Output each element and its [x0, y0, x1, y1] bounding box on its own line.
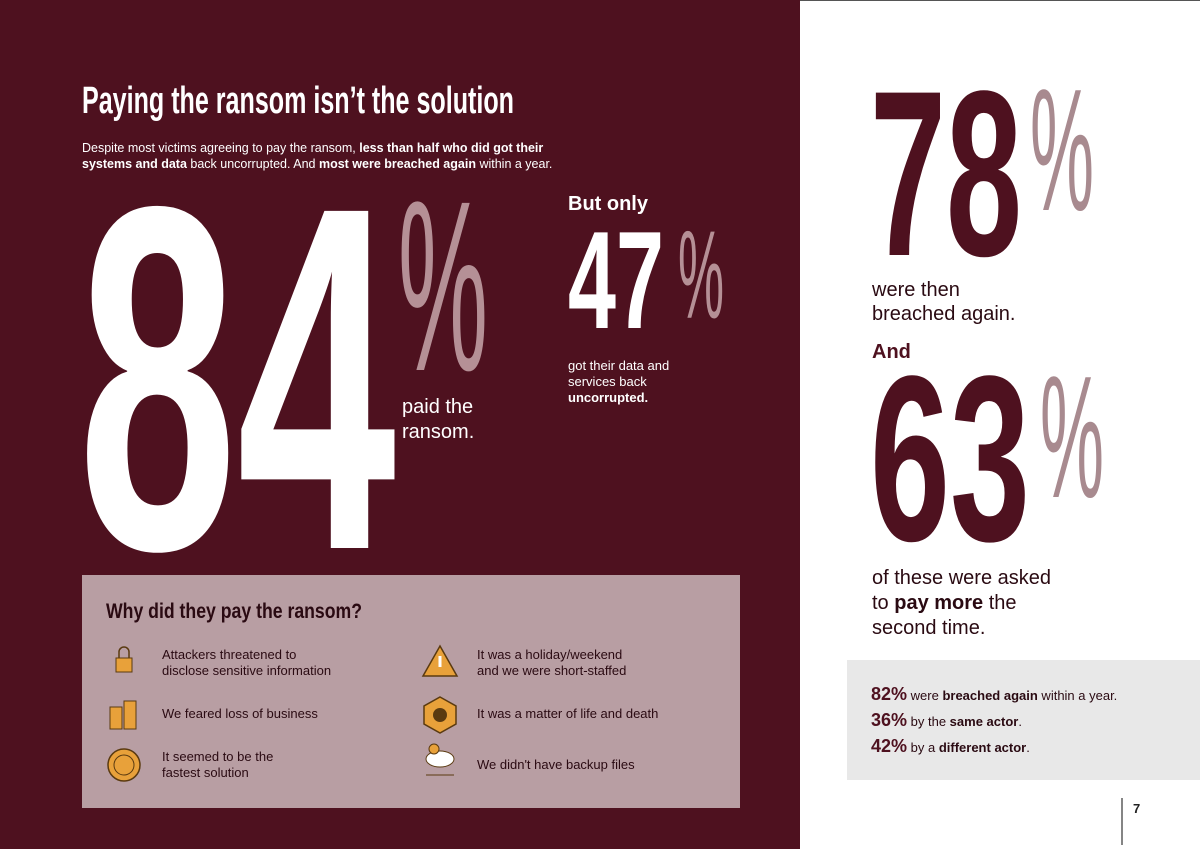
followup-line: 42% by a different actor.: [871, 736, 1030, 756]
text-run: pay more: [894, 592, 983, 614]
reason-text: and we were short-staffed: [477, 663, 626, 678]
reason-text: Attackers threatened to: [162, 647, 296, 662]
stat-caption: breached again.: [872, 303, 1015, 325]
reason-text: disclose sensitive information: [162, 663, 331, 678]
icon-shape: [118, 646, 130, 658]
text-run: different actor: [939, 740, 1026, 755]
stat-caption: second time.: [872, 617, 985, 639]
text-run: 82%: [871, 684, 907, 704]
reason-icon: [109, 700, 137, 730]
stat-number: 63: [870, 327, 1030, 591]
icon-shape: [428, 743, 440, 755]
followup-line: 82% were breached again within a year.: [871, 684, 1117, 704]
reason-text: fastest solution: [162, 765, 249, 780]
text-run: within a year.: [476, 157, 552, 171]
reason-text: We didn't have backup files: [477, 757, 635, 772]
reason-icon: [107, 748, 141, 782]
text-run: the: [983, 592, 1016, 614]
followup-line: 36% by the same actor.: [871, 710, 1022, 730]
icon-shape: [425, 750, 455, 768]
intro-line: Despite most victims agreeing to pay the…: [82, 141, 543, 155]
text-run: same actor: [950, 714, 1019, 729]
text-run: 36%: [871, 710, 907, 730]
stat-caption: ransom.: [402, 421, 474, 443]
text-run: .: [1026, 740, 1030, 755]
icon-shape: [438, 656, 442, 667]
followup-box: [847, 660, 1200, 780]
text-run: most were breached again: [319, 157, 476, 171]
reasons-box: [82, 575, 740, 808]
reason-text: We feared loss of business: [162, 706, 318, 721]
page-number: 7: [1133, 801, 1140, 816]
text-run: by the: [907, 714, 950, 729]
stat-unit: %: [1040, 339, 1104, 534]
stat-number: 47: [568, 203, 664, 358]
stat-caption: to pay more the: [872, 592, 1017, 614]
reason-icon: [421, 644, 459, 677]
icon-shape: [433, 708, 447, 722]
reason-icon: [423, 696, 457, 734]
stat-number: 78: [870, 42, 1022, 306]
icon-shape: [115, 657, 133, 673]
icon-shape: [109, 706, 123, 730]
text-run: uncorrupted.: [568, 390, 648, 405]
reason-text: It seemed to be the: [162, 749, 273, 764]
reason-text: It was a holiday/weekend: [477, 647, 622, 662]
stat-unit: %: [1030, 52, 1094, 247]
intro-line: systems and data back uncorrupted. And m…: [82, 157, 552, 171]
stat-lead: But only: [568, 193, 649, 215]
reason-icon: [115, 646, 133, 673]
stat-caption: services back: [568, 374, 647, 389]
reason-icon: [425, 743, 455, 776]
text-run: 42%: [871, 736, 907, 756]
text-run: to: [872, 592, 894, 614]
text-run: back uncorrupted. And: [187, 157, 319, 171]
text-run: within a year.: [1038, 688, 1118, 703]
stat-caption: uncorrupted.: [568, 390, 648, 405]
text-run: .: [1018, 714, 1022, 729]
icon-shape: [107, 748, 141, 782]
stat-caption: paid the: [402, 396, 473, 418]
text-run: by a: [907, 740, 939, 755]
icon-shape: [123, 700, 137, 730]
reason-text: It was a matter of life and death: [477, 706, 658, 721]
text-run: were: [907, 688, 942, 703]
text-run: breached again: [942, 688, 1037, 703]
reasons-title: Why did they pay the ransom?: [106, 600, 362, 623]
stat-caption: were then: [871, 279, 960, 301]
stat-caption: got their data and: [568, 358, 669, 373]
icon-shape: [113, 754, 135, 776]
stat-lead: And: [872, 341, 911, 363]
stat-caption: of these were asked: [872, 567, 1051, 589]
stat-unit: %: [678, 206, 724, 345]
stat-number: 84: [78, 104, 398, 652]
page-title: Paying the ransom isn’t the solution: [82, 80, 514, 122]
text-run: systems and data: [82, 157, 188, 171]
text-run: less than half who did got their: [359, 141, 543, 155]
text-run: Despite most victims agreeing to pay the…: [82, 141, 359, 155]
stat-unit: %: [398, 151, 488, 422]
